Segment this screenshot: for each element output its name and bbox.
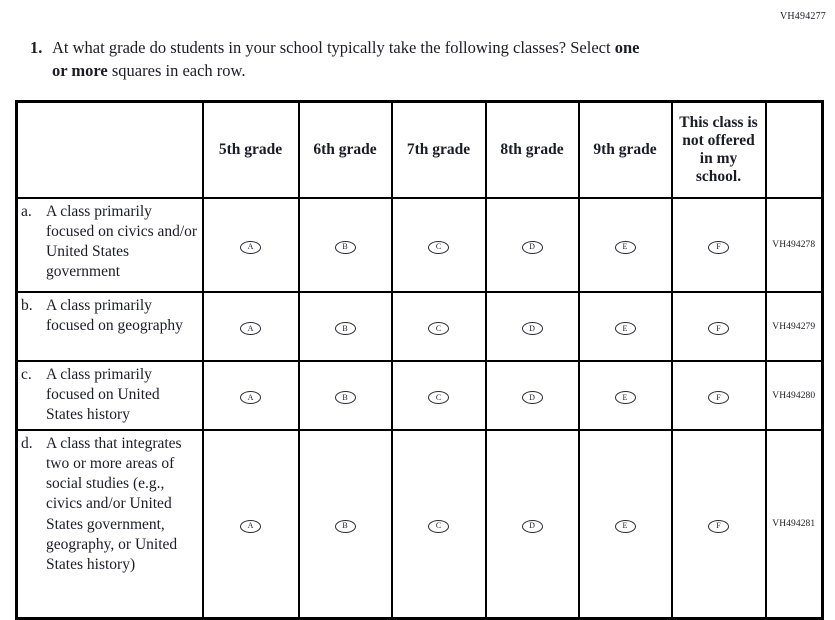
row-code: VH494278 — [764, 197, 824, 293]
table-row-c: c. A class primarily focused on United S… — [15, 360, 824, 431]
grade-selection-table: 5th grade 6th grade 7th grade 8th grade … — [15, 100, 824, 620]
page-code: VH494277 — [779, 11, 826, 22]
option-bubble-b[interactable]: B — [334, 240, 356, 254]
option-cell: E — [577, 291, 673, 362]
row-label: c. A class primarily focused on United S… — [15, 360, 204, 431]
option-bubble-d[interactable]: D — [521, 391, 543, 404]
row-label-text: A class primarily focused on civics and/… — [46, 203, 198, 281]
option-bubble-d[interactable]: D — [521, 240, 543, 254]
question-1: 1. At what grade do students in your sch… — [30, 36, 754, 83]
row-code: VH494280 — [764, 360, 824, 431]
option-cell: E — [577, 197, 673, 293]
option-bubble-a[interactable]: A — [240, 391, 261, 404]
row-code: VH494279 — [764, 291, 824, 362]
row-label: b. A class primarily focused on geograph… — [15, 291, 204, 362]
option-bubble-d[interactable]: D — [521, 322, 543, 335]
column-header-7th-grade: 7th grade — [390, 100, 487, 199]
option-cell: B — [297, 197, 393, 293]
row-letter: c. — [21, 366, 32, 383]
header-row-label — [15, 100, 204, 199]
option-bubble-f[interactable]: F — [708, 322, 729, 335]
option-cell: A — [201, 360, 300, 431]
header-row: 5th grade 6th grade 7th grade 8th grade … — [15, 100, 824, 199]
option-bubble-b[interactable]: B — [334, 519, 356, 533]
option-bubble-e[interactable]: E — [614, 322, 636, 335]
option-bubble-a[interactable]: A — [240, 240, 261, 254]
option-cell: B — [297, 291, 393, 362]
option-cell: B — [297, 429, 393, 620]
option-bubble-d[interactable]: D — [521, 519, 543, 533]
option-cell: F — [670, 429, 767, 620]
row-label-text: A class primarily focused on geography — [46, 297, 183, 335]
row-code: VH494281 — [764, 429, 824, 620]
question-emphasis-or-more: or more — [52, 61, 108, 81]
option-cell: C — [390, 429, 487, 620]
column-header-6th-grade: 6th grade — [297, 100, 393, 199]
option-cell: B — [297, 360, 393, 431]
option-bubble-c[interactable]: C — [428, 391, 449, 404]
option-bubble-a[interactable]: A — [240, 322, 261, 335]
row-label-text: A class primarily focused on United Stat… — [46, 366, 160, 424]
column-header-code — [764, 100, 824, 199]
option-cell: C — [390, 360, 487, 431]
column-header-5th-grade: 5th grade — [201, 100, 300, 199]
option-bubble-e[interactable]: E — [614, 519, 636, 533]
table-row-a: a. A class primarily focused on civics a… — [15, 197, 824, 293]
option-cell: D — [484, 429, 580, 620]
option-cell: F — [670, 291, 767, 362]
question-lead: At what grade do students in your school… — [52, 38, 611, 57]
question-number: 1. — [30, 38, 43, 57]
option-cell: E — [577, 429, 673, 620]
row-label: d. A class that integrates two or more a… — [15, 429, 204, 620]
option-bubble-a[interactable]: A — [240, 519, 261, 533]
option-cell: F — [670, 197, 767, 293]
row-label-text: A class that integrates two or more area… — [46, 435, 182, 573]
table-row-d: d. A class that integrates two or more a… — [15, 429, 824, 620]
option-bubble-f[interactable]: F — [708, 519, 729, 533]
column-header-8th-grade: 8th grade — [484, 100, 580, 199]
option-bubble-e[interactable]: E — [614, 391, 636, 404]
option-cell: D — [484, 197, 580, 293]
option-cell: A — [201, 291, 300, 362]
question-text: At what grade do students in your school… — [52, 36, 639, 83]
option-cell: D — [484, 291, 580, 362]
option-cell: D — [484, 360, 580, 431]
column-header-9th-grade: 9th grade — [577, 100, 673, 199]
option-bubble-f[interactable]: F — [708, 240, 729, 254]
question-tail: squares in each row. — [111, 61, 246, 81]
option-bubble-f[interactable]: F — [708, 391, 729, 404]
row-label: a. A class primarily focused on civics a… — [15, 197, 204, 293]
table-row-b: b. A class primarily focused on geograph… — [15, 291, 824, 362]
option-cell: E — [577, 360, 673, 431]
option-bubble-b[interactable]: B — [334, 322, 356, 335]
option-cell: C — [390, 291, 487, 362]
option-bubble-e[interactable]: E — [614, 240, 636, 254]
row-letter: b. — [21, 297, 33, 314]
option-bubble-c[interactable]: C — [428, 322, 449, 335]
option-bubble-c[interactable]: C — [428, 519, 449, 533]
option-bubble-c[interactable]: C — [428, 240, 449, 254]
option-bubble-b[interactable]: B — [334, 391, 356, 404]
option-cell: F — [670, 360, 767, 431]
option-cell: A — [201, 197, 300, 293]
row-letter: d. — [21, 435, 33, 452]
row-letter: a. — [21, 203, 32, 220]
option-cell: C — [390, 197, 487, 293]
question-emphasis-one: one — [614, 38, 640, 57]
option-cell: A — [201, 429, 300, 620]
column-header-not-offered: This class is not offered in my school. — [670, 100, 767, 199]
